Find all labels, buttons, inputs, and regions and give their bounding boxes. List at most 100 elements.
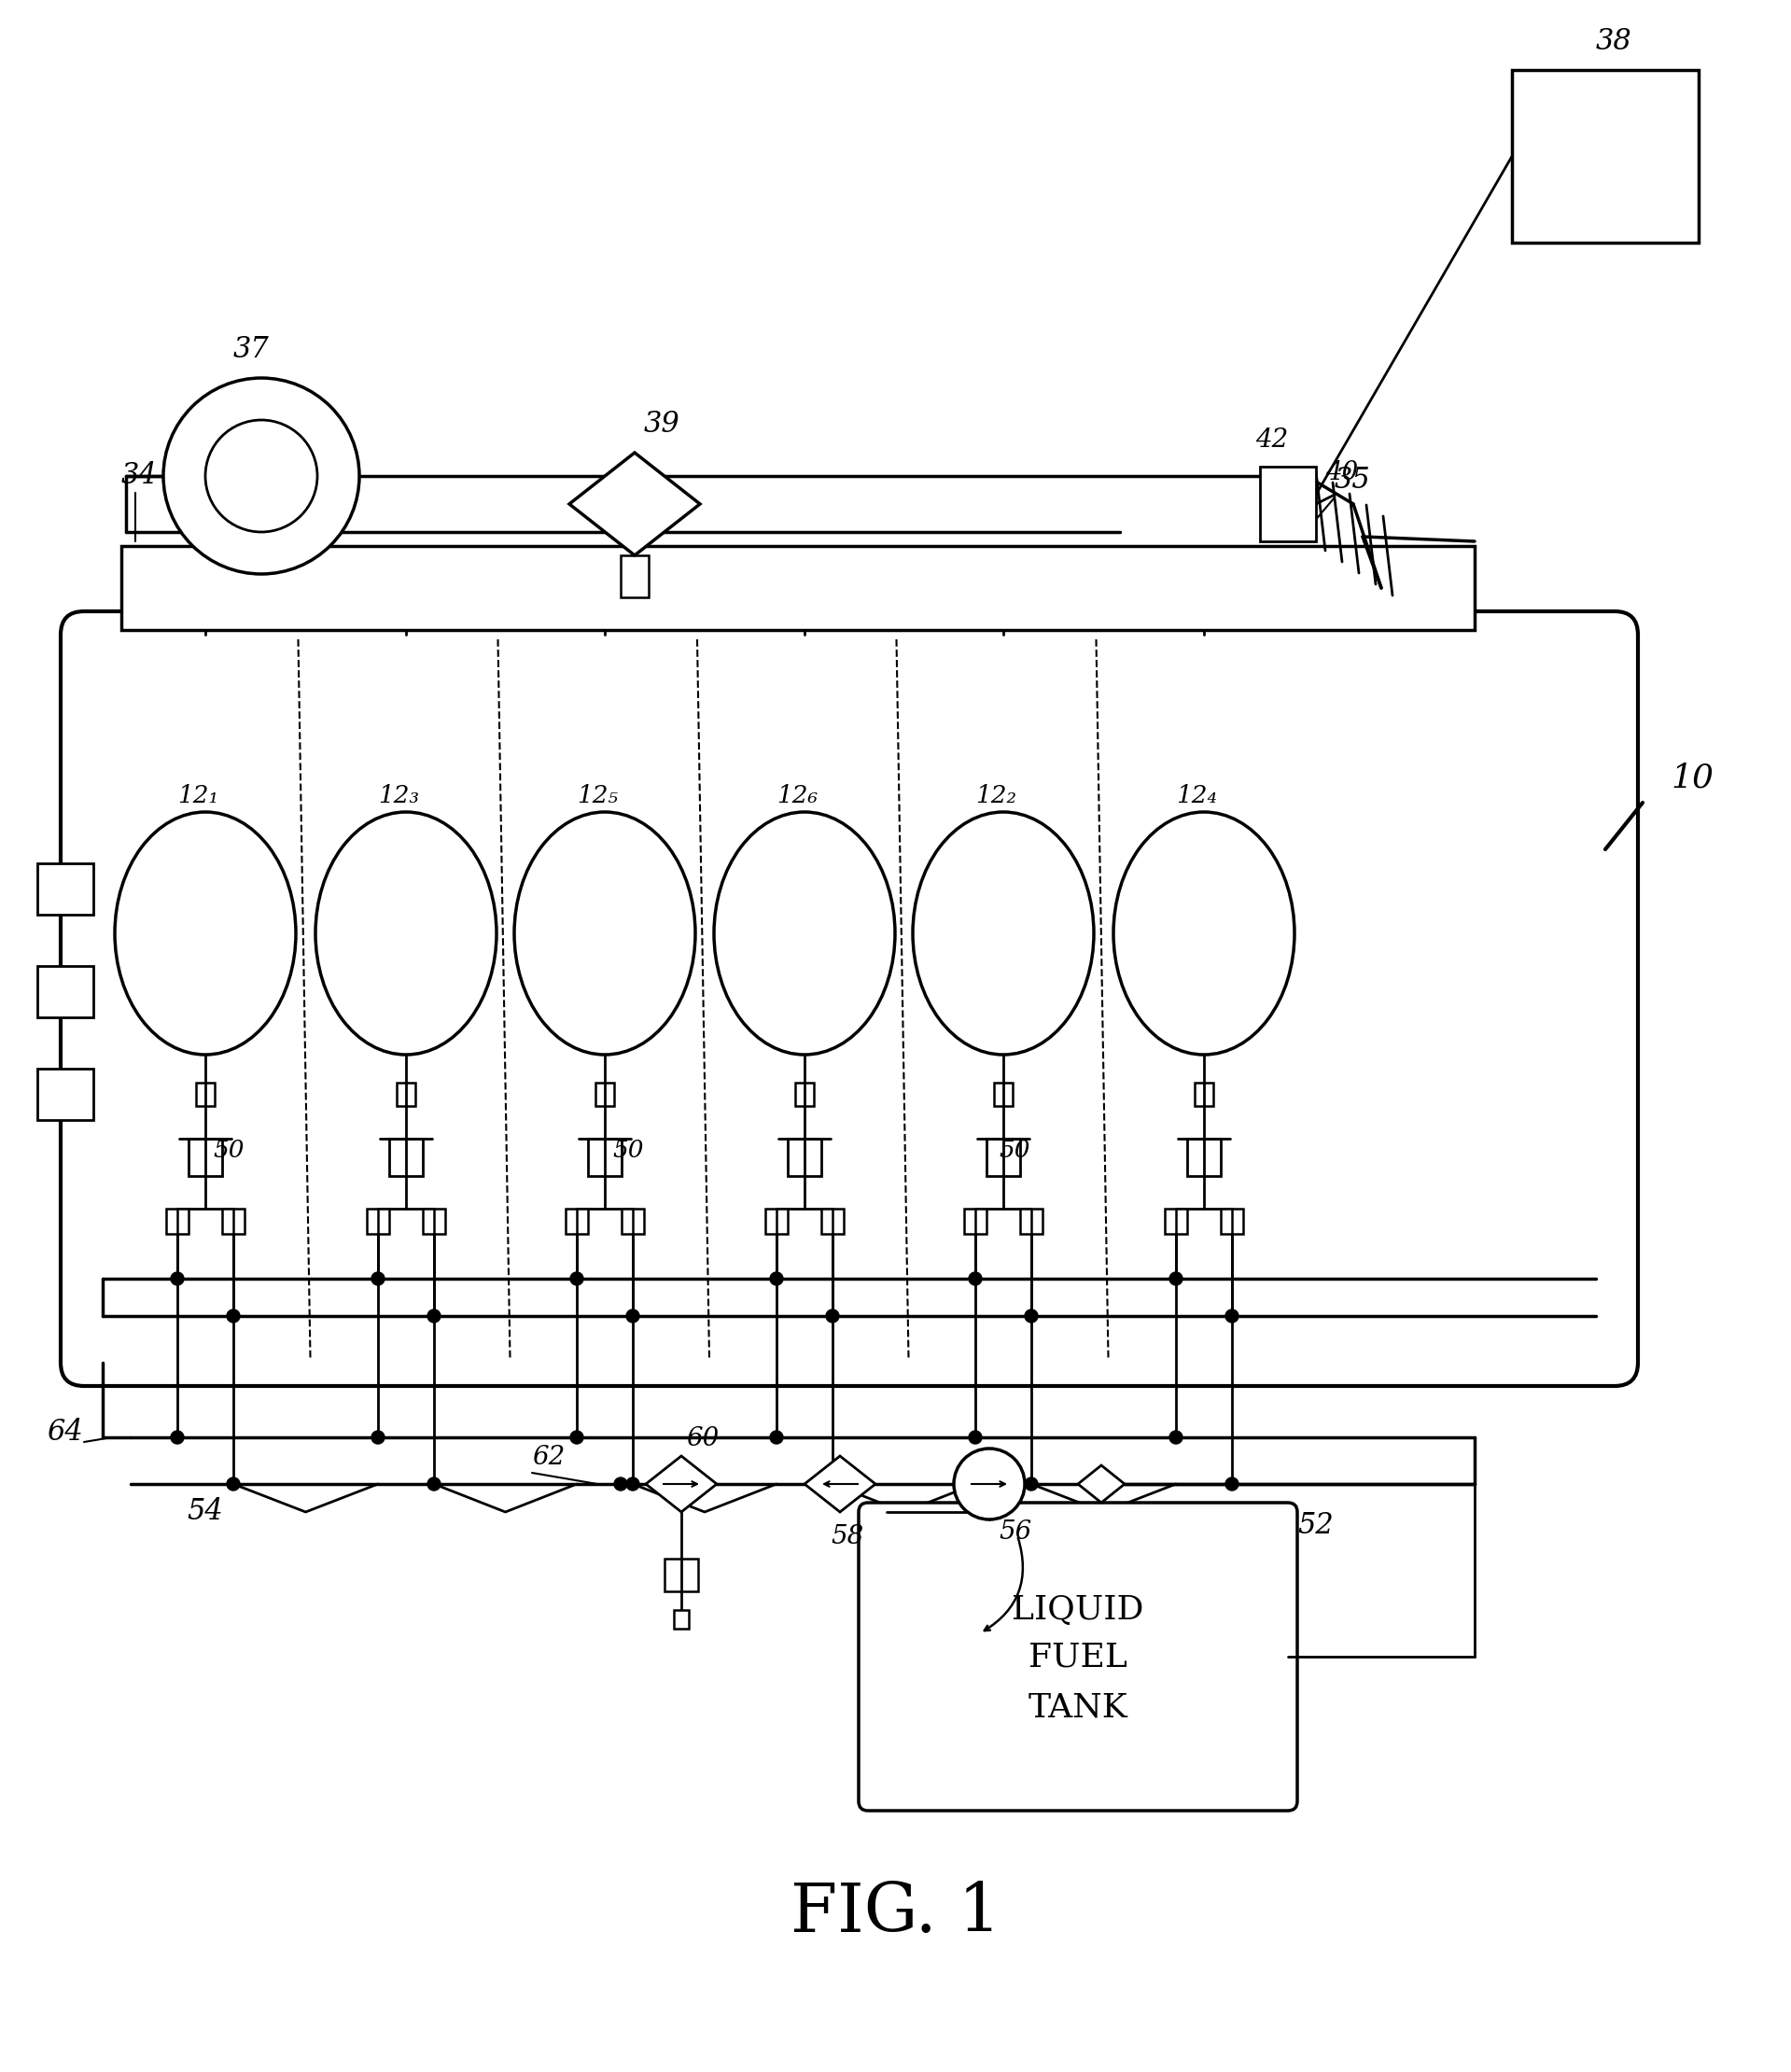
Circle shape bbox=[770, 1432, 783, 1444]
Bar bbox=[566, 1208, 587, 1233]
Circle shape bbox=[170, 1272, 184, 1285]
Circle shape bbox=[969, 1272, 981, 1285]
Text: 52: 52 bbox=[1297, 1510, 1334, 1539]
Circle shape bbox=[428, 1477, 441, 1490]
Text: 60: 60 bbox=[686, 1426, 718, 1450]
Text: 42: 42 bbox=[1255, 427, 1288, 452]
Text: 12₂: 12₂ bbox=[976, 783, 1017, 808]
Circle shape bbox=[371, 1432, 385, 1444]
Text: FUEL: FUEL bbox=[1028, 1641, 1127, 1672]
Polygon shape bbox=[570, 452, 700, 555]
Text: 12₁: 12₁ bbox=[177, 783, 219, 808]
Circle shape bbox=[627, 1310, 639, 1322]
Bar bbox=[188, 1140, 222, 1177]
Bar bbox=[38, 966, 93, 1017]
Circle shape bbox=[227, 1310, 240, 1322]
FancyBboxPatch shape bbox=[61, 611, 1639, 1386]
Bar bbox=[987, 1140, 1021, 1177]
Circle shape bbox=[1024, 1310, 1037, 1322]
Ellipse shape bbox=[715, 812, 896, 1055]
Circle shape bbox=[170, 1432, 184, 1444]
Text: 39: 39 bbox=[645, 410, 681, 439]
Text: 12₅: 12₅ bbox=[577, 783, 618, 808]
Circle shape bbox=[1170, 1432, 1182, 1444]
Circle shape bbox=[955, 1448, 1024, 1519]
Bar bbox=[822, 1208, 844, 1233]
Text: 10: 10 bbox=[1671, 762, 1714, 794]
Circle shape bbox=[371, 1272, 385, 1285]
Circle shape bbox=[969, 1432, 981, 1444]
Circle shape bbox=[227, 1477, 240, 1490]
Text: 12₄: 12₄ bbox=[1177, 783, 1218, 808]
Circle shape bbox=[570, 1272, 584, 1285]
Text: 50: 50 bbox=[999, 1140, 1030, 1162]
Text: 35: 35 bbox=[1334, 466, 1370, 495]
Text: 50: 50 bbox=[613, 1140, 643, 1162]
Polygon shape bbox=[647, 1457, 716, 1513]
Circle shape bbox=[1024, 1477, 1037, 1490]
Circle shape bbox=[570, 1432, 584, 1444]
Ellipse shape bbox=[913, 812, 1094, 1055]
Bar bbox=[1164, 1208, 1187, 1233]
Circle shape bbox=[1225, 1310, 1239, 1322]
Bar bbox=[1187, 1140, 1221, 1177]
Ellipse shape bbox=[315, 812, 496, 1055]
Text: LIQUID: LIQUID bbox=[1012, 1593, 1144, 1627]
Bar bbox=[621, 555, 648, 597]
Bar bbox=[122, 547, 1474, 630]
Bar bbox=[396, 1084, 416, 1106]
Text: 12₃: 12₃ bbox=[378, 783, 419, 808]
Bar bbox=[367, 1208, 389, 1233]
Bar bbox=[38, 864, 93, 914]
Circle shape bbox=[627, 1477, 639, 1490]
Circle shape bbox=[206, 421, 317, 533]
Bar bbox=[788, 1140, 822, 1177]
Bar bbox=[994, 1084, 1012, 1106]
Bar bbox=[389, 1140, 423, 1177]
Bar bbox=[167, 1208, 188, 1233]
Ellipse shape bbox=[514, 812, 695, 1055]
Circle shape bbox=[826, 1477, 838, 1490]
Circle shape bbox=[1225, 1477, 1239, 1490]
FancyBboxPatch shape bbox=[858, 1502, 1297, 1811]
Text: 62: 62 bbox=[532, 1444, 564, 1469]
Bar bbox=[587, 1140, 621, 1177]
Bar bbox=[1512, 70, 1698, 242]
Bar bbox=[765, 1208, 788, 1233]
Text: 37: 37 bbox=[233, 336, 269, 365]
Text: 40: 40 bbox=[1325, 460, 1358, 485]
Bar bbox=[795, 1084, 813, 1106]
Bar bbox=[1021, 1208, 1042, 1233]
Text: 50: 50 bbox=[213, 1140, 244, 1162]
Text: 58: 58 bbox=[831, 1525, 863, 1550]
Bar bbox=[1221, 1208, 1243, 1233]
Bar bbox=[222, 1208, 245, 1233]
Circle shape bbox=[614, 1477, 627, 1490]
Polygon shape bbox=[1078, 1465, 1125, 1502]
Bar bbox=[673, 1610, 690, 1629]
Ellipse shape bbox=[115, 812, 296, 1055]
Text: 34: 34 bbox=[122, 462, 158, 489]
Text: 54: 54 bbox=[186, 1498, 222, 1525]
Text: FIG. 1: FIG. 1 bbox=[792, 1881, 1001, 1946]
Text: 38: 38 bbox=[1596, 27, 1632, 56]
Bar bbox=[621, 1208, 645, 1233]
Text: 12₆: 12₆ bbox=[777, 783, 818, 808]
Text: 64: 64 bbox=[47, 1417, 82, 1446]
Circle shape bbox=[163, 377, 360, 574]
Circle shape bbox=[1170, 1272, 1182, 1285]
Polygon shape bbox=[804, 1457, 876, 1513]
Circle shape bbox=[770, 1272, 783, 1285]
Ellipse shape bbox=[1114, 812, 1295, 1055]
Bar bbox=[1195, 1084, 1213, 1106]
Bar bbox=[964, 1208, 987, 1233]
Text: TANK: TANK bbox=[1028, 1693, 1128, 1724]
Circle shape bbox=[428, 1310, 441, 1322]
Bar bbox=[195, 1084, 215, 1106]
Bar bbox=[664, 1558, 698, 1591]
Circle shape bbox=[826, 1310, 838, 1322]
Bar bbox=[1259, 466, 1316, 541]
Bar bbox=[38, 1069, 93, 1121]
Bar bbox=[595, 1084, 614, 1106]
Text: 56: 56 bbox=[999, 1519, 1032, 1544]
